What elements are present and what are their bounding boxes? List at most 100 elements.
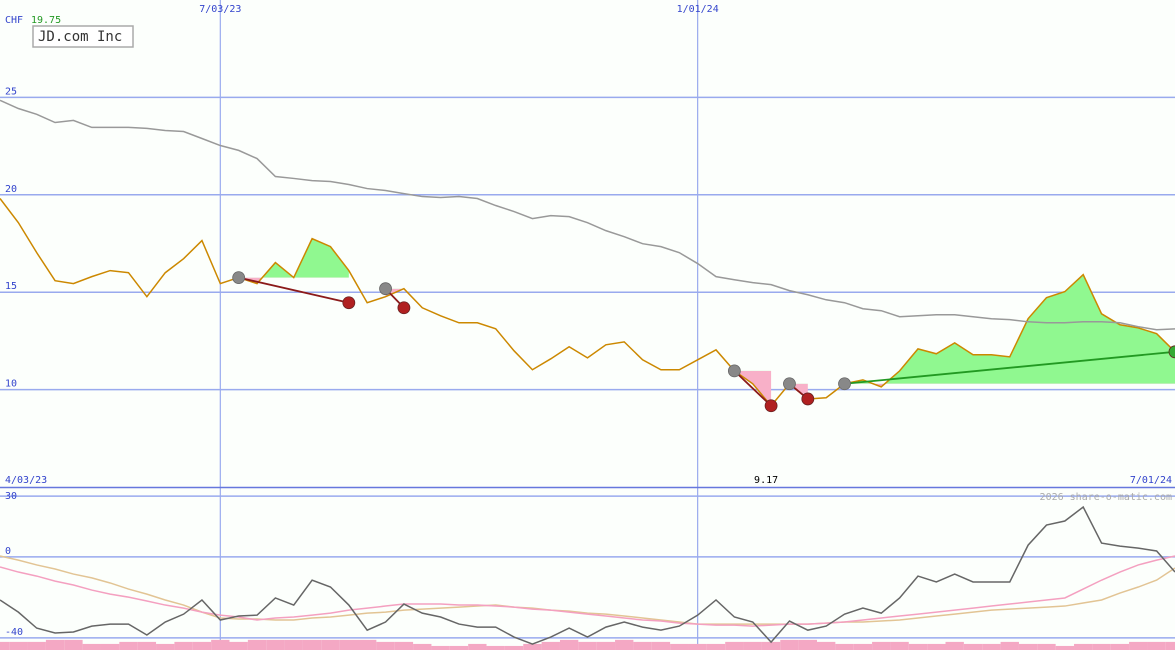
volume-bar (890, 641, 909, 650)
volume-bar (119, 641, 138, 650)
volume-bar (1018, 643, 1038, 650)
volume-bar (247, 639, 267, 650)
trend-start-marker (838, 377, 851, 391)
currency-label: CHF (5, 15, 23, 26)
y-tick-label: 0 (5, 546, 11, 557)
trend-start-marker (379, 282, 392, 296)
volume-bar (651, 641, 671, 650)
volume-bar (100, 643, 120, 650)
volume-bar (596, 641, 616, 650)
volume-bar (137, 641, 157, 650)
series-line (0, 505, 1175, 645)
watermark: 2026 share-o-matic.com (1040, 492, 1172, 503)
volume-bar (358, 639, 377, 650)
volume-bar (798, 639, 817, 650)
trend-start-marker (727, 364, 741, 378)
trend-start-marker (232, 271, 246, 284)
y-tick-label: -40 (5, 627, 23, 638)
volume-bar (927, 643, 946, 650)
y-tick-label: 25 (5, 86, 17, 97)
y-tick-label: 30 (5, 491, 17, 502)
volume-bar (1129, 641, 1148, 650)
volume-bar (394, 641, 414, 650)
volume-bar (615, 639, 634, 650)
gain-area (844, 274, 1175, 384)
volume-bar (192, 641, 212, 650)
chart-title: JD.com Inc (38, 29, 122, 45)
data-layer: 10 15 20 25 7/03/23 1/01/24 9.17 -40 0 30 (0, 4, 1175, 645)
last-price-label: 19.75 (31, 15, 61, 26)
volume-bar (27, 641, 46, 650)
volume-bar (486, 645, 505, 650)
volume-bar (1110, 643, 1130, 650)
volume-bar (431, 645, 450, 650)
volume-bar (1055, 645, 1075, 650)
trend-end-marker (397, 301, 411, 315)
trend-start-marker (783, 377, 796, 391)
volume-bar (706, 643, 726, 650)
volume-bar (1147, 641, 1166, 650)
trend-line (733, 370, 772, 407)
volume-bar (376, 641, 395, 650)
series-line (0, 198, 1175, 407)
trend-line (238, 276, 350, 304)
volume-bar (211, 639, 230, 650)
volume-bar (816, 641, 836, 650)
volume-bar (0, 641, 10, 650)
series-line (0, 555, 1175, 625)
volume-bar (413, 643, 432, 650)
y-tick-label: 20 (5, 184, 17, 195)
volume-bar (872, 641, 891, 650)
volume-bar (504, 645, 524, 650)
loss-area (238, 277, 349, 284)
volume-bar (670, 643, 689, 650)
volume-bar (963, 643, 983, 650)
x-tick-label: 1/01/24 (677, 4, 719, 15)
loss-area (734, 370, 772, 406)
y-tick-label: 10 (5, 379, 17, 390)
trend-end-marker (801, 392, 815, 406)
series-line (0, 99, 1175, 331)
trend-end-marker (764, 399, 778, 413)
volume-bar (743, 641, 762, 650)
volume-bar (156, 643, 175, 650)
series-line (0, 555, 1175, 627)
volume-bar (9, 641, 28, 650)
volume-bar (1074, 643, 1093, 650)
volume-bar (1092, 643, 1111, 650)
loss-area (844, 383, 1175, 387)
volume-bar (688, 643, 707, 650)
volume-bar (174, 641, 193, 650)
volume-bar (1037, 643, 1056, 650)
volume-bar (82, 643, 101, 650)
volume-bar (541, 641, 560, 650)
volume-bar (982, 643, 1001, 650)
volume-bar (45, 639, 65, 650)
volume-bar (302, 639, 322, 650)
volume-bar (1165, 641, 1175, 650)
low-price-label: 9.17 (754, 475, 778, 486)
trend-end-marker (1168, 345, 1175, 359)
title-box (32, 25, 134, 48)
volume-bar (908, 643, 928, 650)
end-date-label: 7/01/24 (1130, 475, 1172, 486)
volume-bar (64, 639, 83, 650)
volume-bar (468, 643, 487, 650)
volume-bar (523, 643, 542, 650)
trend-end-marker (342, 296, 356, 310)
volume-bar (284, 639, 303, 650)
volume-bar (835, 643, 854, 650)
volume-bar (559, 639, 579, 650)
volume-bar (633, 641, 652, 650)
volume-bar (853, 643, 873, 650)
volume-bar (449, 645, 469, 650)
x-tick-label: 7/03/23 (199, 4, 241, 15)
volume-bar (339, 639, 359, 650)
volume-bar (229, 641, 248, 650)
y-tick-label: 15 (5, 281, 17, 292)
volume-bar (321, 639, 340, 650)
volume-bar (266, 639, 285, 650)
